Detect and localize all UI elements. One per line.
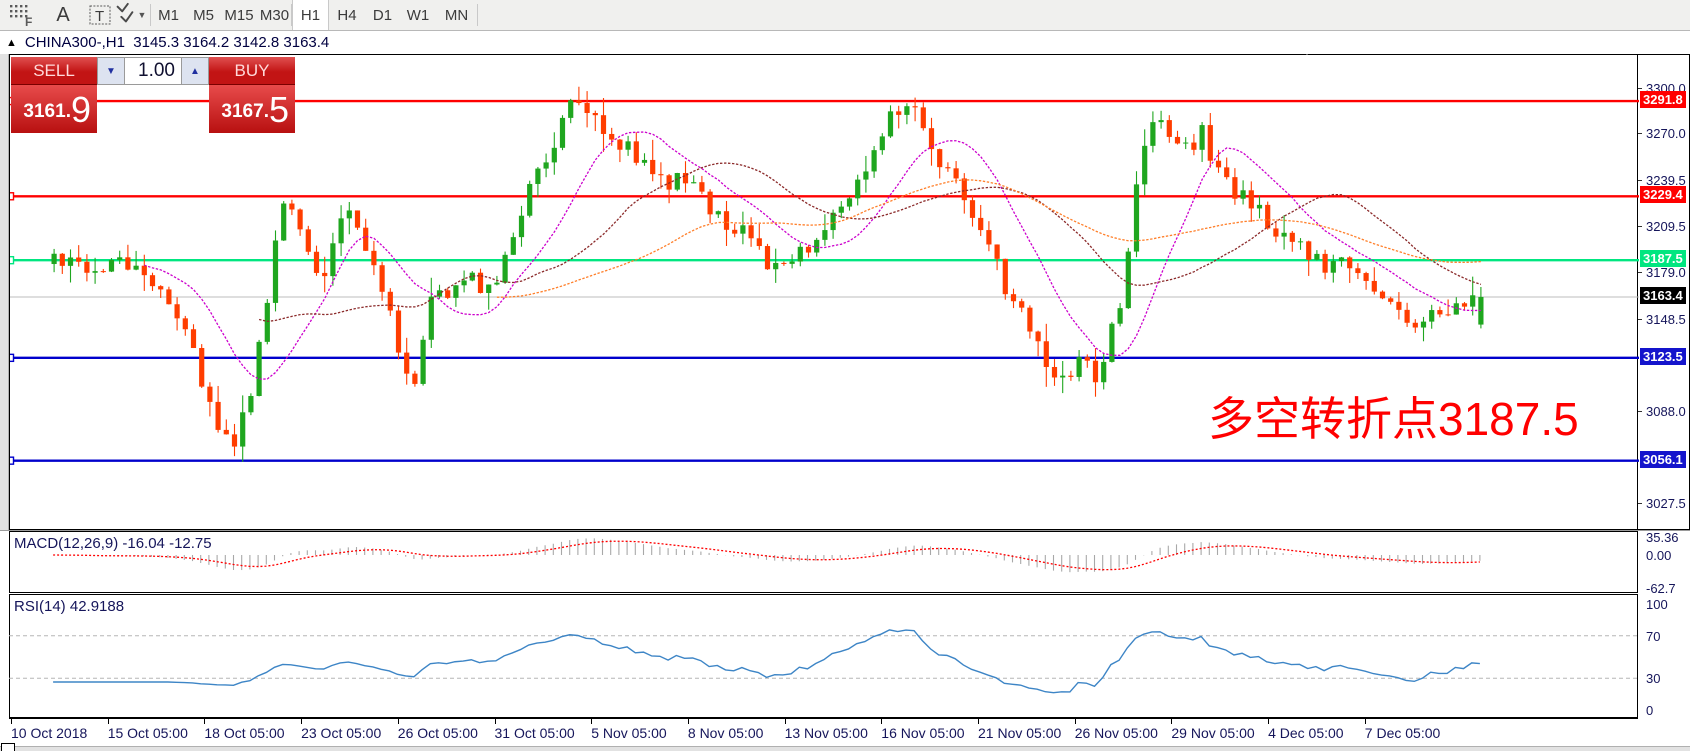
svg-text:F: F [25,15,32,29]
svg-text:T: T [95,8,104,25]
